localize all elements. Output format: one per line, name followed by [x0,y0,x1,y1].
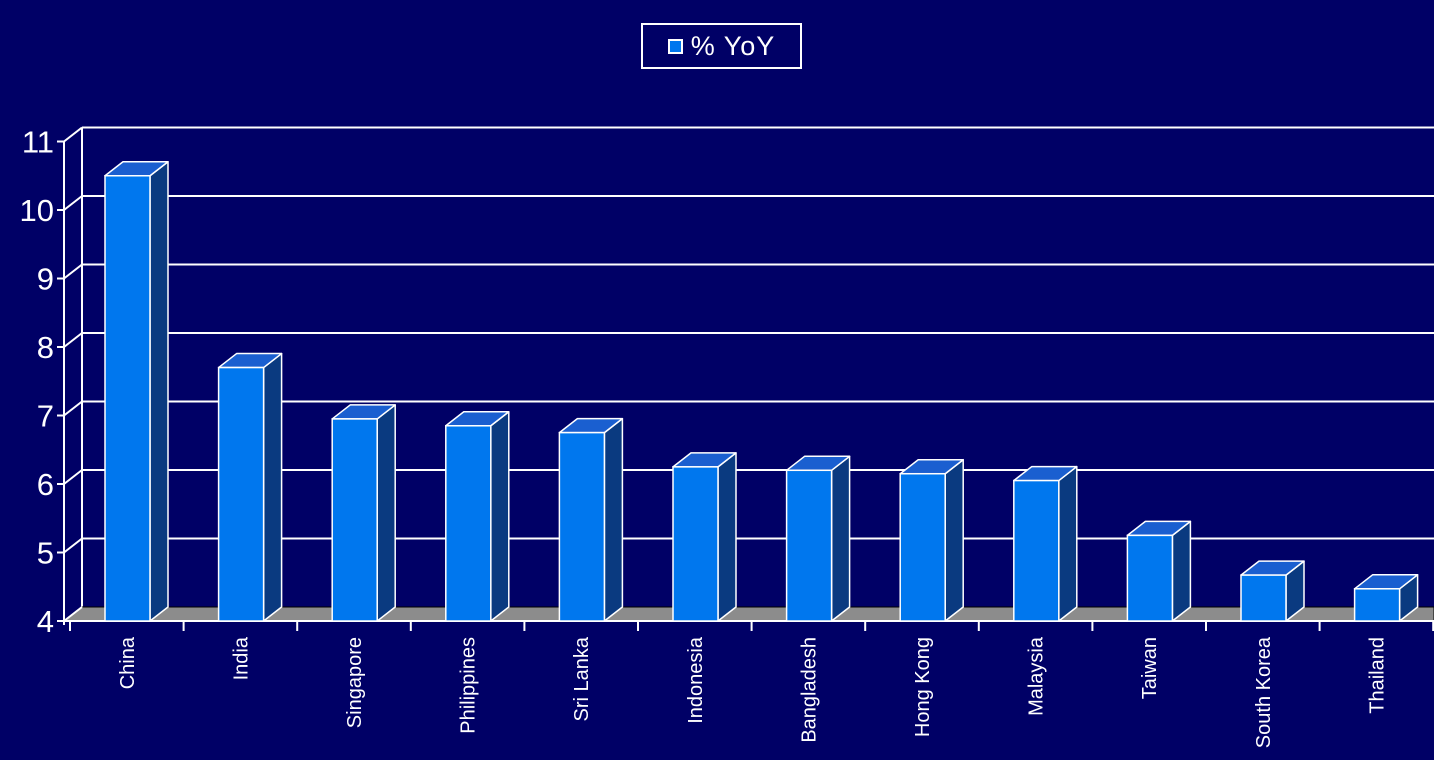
x-tick-label: Bangladesh [798,637,820,743]
y-tick-label: 6 [37,467,54,502]
y-depth-line [63,195,83,211]
bar-front [1013,479,1060,622]
y-depth-line [63,332,83,348]
y-tick-label: 7 [37,399,54,434]
x-tick-label: Taiwan [1139,637,1161,699]
bar [217,352,283,622]
y-tick-label: 11 [22,125,54,160]
bar-side [376,404,396,622]
x-tick-label: South Korea [1253,636,1275,748]
bar [899,458,964,622]
bar-front [558,431,606,622]
bar-side [1058,465,1078,622]
bar-side [830,455,851,622]
bar-front [217,366,265,622]
x-tick-label: Thailand [1366,637,1388,714]
axes [57,126,1434,631]
y-tick-label: 8 [37,330,54,365]
bar-side [603,417,624,622]
bar [672,452,737,622]
bar-front [785,469,833,622]
x-tick-label: Indonesia [685,636,707,724]
y-depth-line [63,606,83,622]
bar [558,417,624,622]
bar-front [1353,588,1401,622]
bar [104,161,169,622]
bar-side [490,411,510,622]
legend: % YoY [641,23,802,69]
bar-front [1126,534,1174,622]
bar [1126,520,1192,622]
bar-front [104,175,151,622]
bar-side [1171,520,1192,622]
x-tick-label: India [230,636,252,680]
y-tick-label: 4 [37,604,54,639]
bar-front [899,472,946,622]
bar-side [262,352,283,622]
y-tick-label: 5 [37,536,54,571]
bar-front [1240,574,1287,622]
bar-front [672,466,719,622]
y-tick-label: 10 [20,193,54,228]
x-tick-label: Hong Kong [912,637,934,737]
x-tick-label: Sri Lanka [571,636,593,721]
tick-labels: 4 5 6 7 8 9 10 11 China India Singapore Philippines… [20,125,1389,749]
bar-front [445,425,492,622]
legend-label: % YoY [690,30,776,61]
bar [1240,560,1305,622]
y-tick-label: 9 [37,262,54,297]
bar-side [944,458,964,622]
x-tick-label: Singapore [344,637,366,728]
y-depth-line [63,126,83,143]
bar [445,411,510,622]
y-depth-line [63,400,83,417]
y-depth-line [63,263,83,280]
y-depth-line [63,469,83,485]
legend-swatch [667,38,683,54]
bar-side [149,161,169,622]
bar [1013,465,1078,622]
y-depth-line [63,537,83,554]
x-tick-label: China [117,636,139,689]
x-tick-label: Malaysia [1026,636,1048,716]
x-tick-label: Philippines [458,637,480,734]
bar-side [717,452,737,622]
bar-front [331,418,378,622]
bar [331,404,396,622]
bars [104,161,1419,622]
bar [785,455,851,622]
bar [1353,574,1419,622]
